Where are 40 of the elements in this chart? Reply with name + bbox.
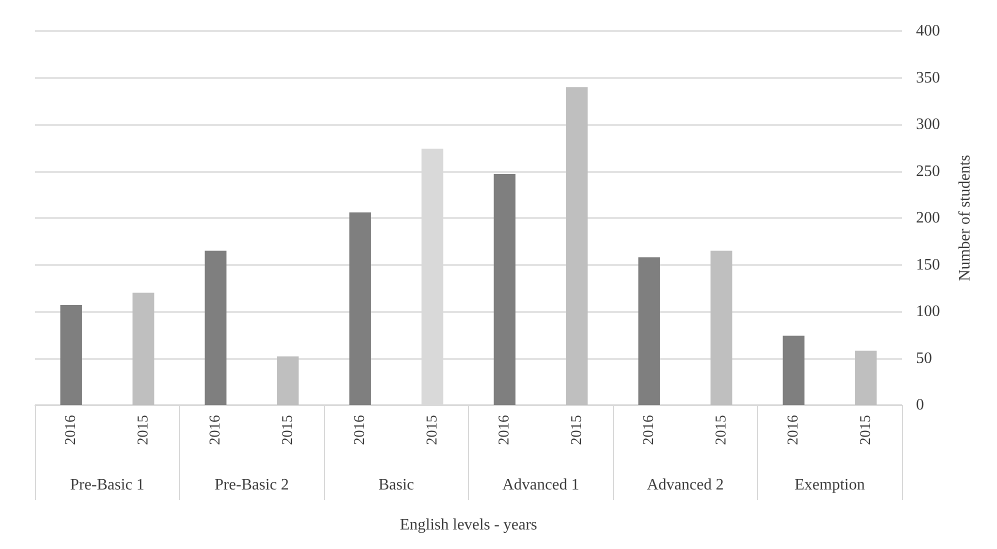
y-tick-label: 350 — [916, 69, 940, 86]
x-tick-label: 2015 — [713, 415, 730, 445]
x-tick-label: 2015 — [568, 415, 585, 445]
y-axis-title: Number of students — [956, 154, 974, 282]
bar — [349, 212, 371, 405]
y-tick-label: 200 — [916, 210, 940, 226]
x-tick-label: 2015 — [135, 415, 152, 445]
bar — [132, 292, 154, 405]
y-tick-label: 100 — [916, 303, 940, 320]
x-tick-label: 2016 — [641, 414, 658, 445]
y-tick-label: 50 — [916, 350, 932, 367]
text: Pre-Basic 1 — [70, 476, 144, 494]
x-axis-title: English levels - years — [400, 516, 538, 534]
bar — [710, 250, 732, 405]
y-tick-label: 250 — [916, 162, 940, 180]
x-tick-label: 2016 — [208, 414, 224, 445]
y-tick-label: 300 — [916, 116, 940, 133]
x-tick-label: 2015 — [858, 415, 874, 445]
bar — [204, 250, 226, 405]
bar — [855, 350, 877, 405]
text: Advanced 1 — [502, 476, 580, 494]
x-tick-label: 2016 — [63, 414, 80, 445]
text: Advanced 2 — [646, 476, 724, 494]
x-tick-label: 2015 — [424, 415, 440, 445]
bar — [566, 87, 588, 405]
x-tick-label: 2016 — [352, 414, 368, 445]
y-tick-label: 150 — [916, 256, 940, 274]
bar — [277, 356, 299, 405]
text: Pre-Basic 2 — [214, 476, 289, 494]
y-tick-label: 400 — [916, 22, 940, 40]
text: Exemption — [794, 476, 865, 494]
bar — [638, 257, 660, 405]
x-tick-label: 2016 — [786, 414, 802, 445]
bar — [494, 174, 516, 405]
bar — [60, 304, 82, 405]
x-tick-label: 2016 — [496, 414, 513, 445]
x-tick-label: 2015 — [280, 415, 296, 445]
text: Basic — [378, 476, 414, 494]
y-tick-label: 0 — [916, 396, 924, 414]
bar — [782, 336, 804, 405]
